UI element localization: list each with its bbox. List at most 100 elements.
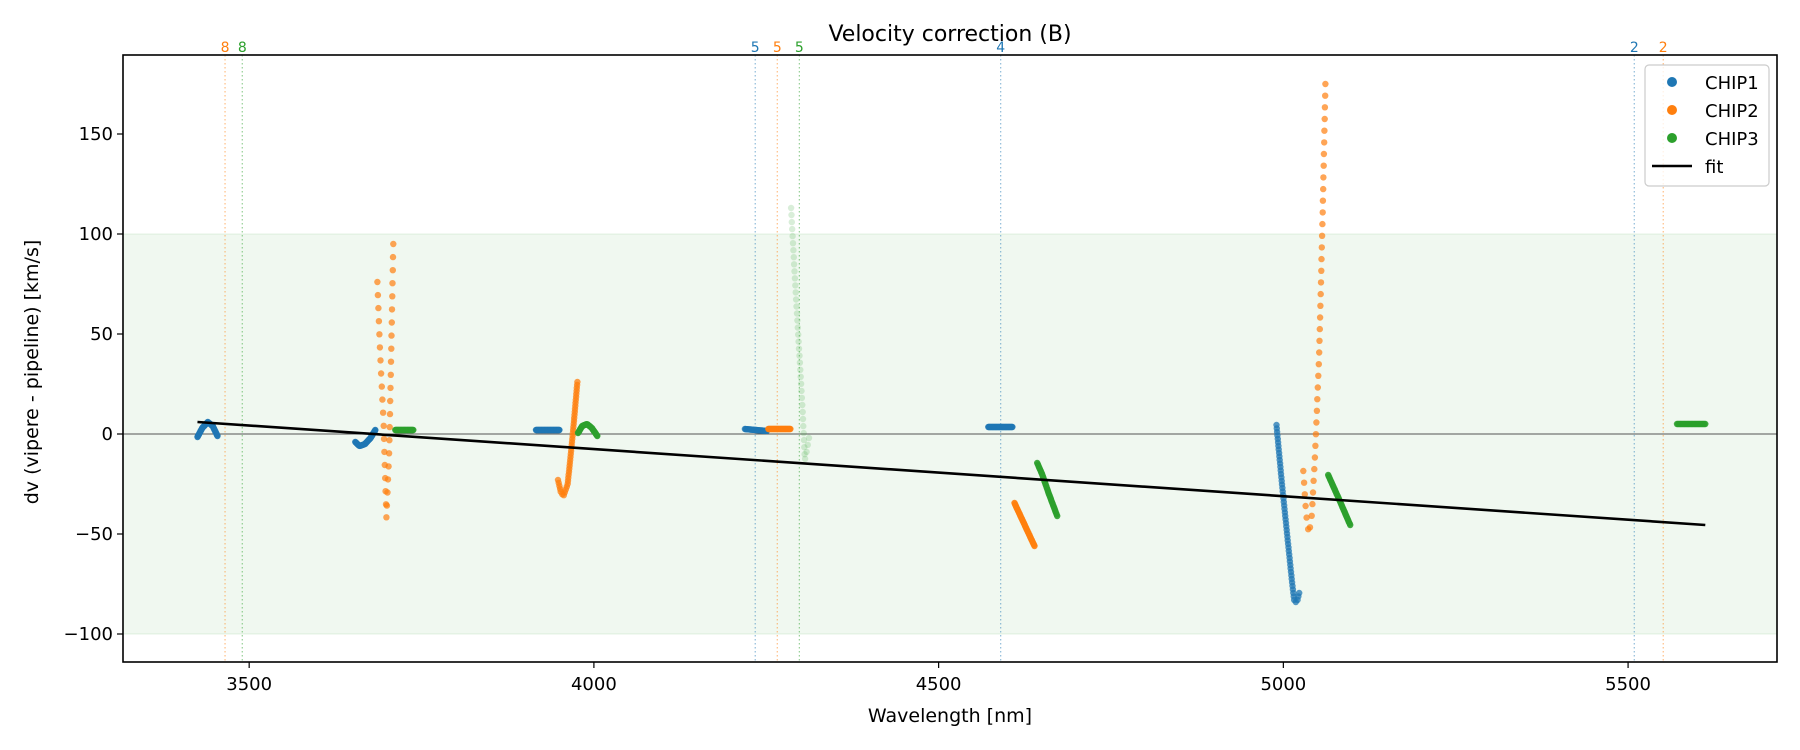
order-marker-label: 5 (773, 40, 782, 56)
data-point (791, 268, 798, 275)
data-point (1320, 174, 1327, 181)
y-axis-ticks: −100 −50 0 50 100 150 (64, 124, 123, 645)
data-point (390, 240, 397, 248)
y-axis-label: dv (vipere - pipeline) [km/s] (21, 240, 43, 505)
data-point (789, 225, 796, 233)
data-point (1317, 290, 1324, 298)
data-point (799, 408, 806, 416)
data-point (410, 426, 417, 434)
data-point (383, 514, 390, 521)
data-point (797, 373, 804, 380)
fit-line-layer (197, 420, 1706, 527)
order-marker-label: 4 (996, 40, 1005, 56)
series-chip2 (374, 80, 1329, 550)
data-point (375, 304, 382, 312)
data-point (1321, 115, 1328, 123)
data-point (792, 289, 799, 296)
data-point (801, 444, 808, 451)
x-axis-ticks: 3500 4000 4500 5000 5500 (226, 662, 1651, 695)
data-point (389, 293, 396, 300)
data-point (1315, 361, 1323, 368)
data-point (1316, 337, 1323, 344)
data-point (1300, 479, 1308, 486)
data-point (793, 310, 801, 317)
data-point (796, 352, 803, 359)
data-point (797, 380, 805, 387)
data-point (1316, 325, 1324, 333)
data-point (389, 280, 396, 287)
data-point (388, 306, 396, 313)
data-point (556, 426, 563, 434)
data-point (788, 211, 795, 219)
data-point (799, 415, 807, 423)
data-point (574, 378, 581, 386)
data-point (1296, 589, 1303, 597)
data-point (1309, 500, 1316, 508)
data-point (793, 303, 800, 310)
data-point (800, 429, 807, 437)
data-point (1306, 524, 1314, 531)
data-point (1311, 465, 1318, 473)
data-point (794, 317, 801, 324)
data-point (379, 409, 387, 416)
legend-marker-chip2 (1667, 105, 1677, 115)
x-tick-label: 5000 (1260, 674, 1306, 695)
data-point (377, 370, 385, 377)
data-point (1322, 92, 1329, 99)
data-point (797, 366, 804, 373)
x-tick-label: 4500 (916, 674, 962, 695)
chart-title: Velocity correction (B) (828, 22, 1071, 47)
data-point (387, 397, 394, 405)
data-point (800, 422, 807, 430)
data-point (792, 282, 799, 289)
data-point (1317, 279, 1325, 286)
data-point (1320, 150, 1328, 158)
x-tick-label: 3500 (226, 674, 272, 695)
data-point (384, 476, 392, 483)
data-point (387, 371, 394, 378)
data-point (1317, 302, 1324, 309)
data-point (378, 383, 385, 390)
data-point (1311, 454, 1319, 461)
data-point (380, 435, 388, 443)
data-point (1315, 372, 1322, 379)
data-point (801, 455, 809, 462)
y-tick-label: 100 (79, 224, 113, 245)
data-point (1702, 420, 1709, 428)
data-point (1301, 491, 1309, 498)
data-point (383, 502, 391, 509)
data-point (795, 338, 802, 345)
data-point (1300, 467, 1307, 475)
data-point (1319, 209, 1326, 216)
legend-label-chip3: CHIP3 (1705, 129, 1759, 150)
legend-box (1644, 64, 1770, 187)
data-point (388, 319, 395, 326)
data-point (1320, 162, 1327, 169)
data-point (799, 401, 806, 409)
data-point (387, 358, 395, 365)
data-point (385, 463, 392, 470)
legend-marker-chip1 (1667, 77, 1677, 87)
x-tick-label: 4000 (571, 674, 617, 695)
data-point (794, 324, 801, 331)
data-point (379, 396, 386, 403)
data-point (1310, 477, 1317, 484)
data-point (1321, 104, 1329, 111)
data-point (387, 384, 394, 392)
data-point (389, 267, 396, 274)
y-tick-label: 0 (102, 424, 113, 445)
y-tick-label: 50 (90, 324, 113, 345)
data-point (1309, 489, 1317, 496)
data-point (1312, 442, 1319, 449)
data-point (791, 275, 799, 282)
data-point (1319, 220, 1326, 228)
data-point (1312, 431, 1320, 438)
data-point (1314, 396, 1321, 403)
plot-frame (122, 54, 1778, 663)
data-point (384, 489, 391, 496)
data-point (790, 247, 797, 254)
legend: CHIP1 CHIP2 CHIP3 fit (1644, 64, 1770, 187)
data-point (1322, 80, 1329, 88)
data-point (801, 451, 808, 458)
